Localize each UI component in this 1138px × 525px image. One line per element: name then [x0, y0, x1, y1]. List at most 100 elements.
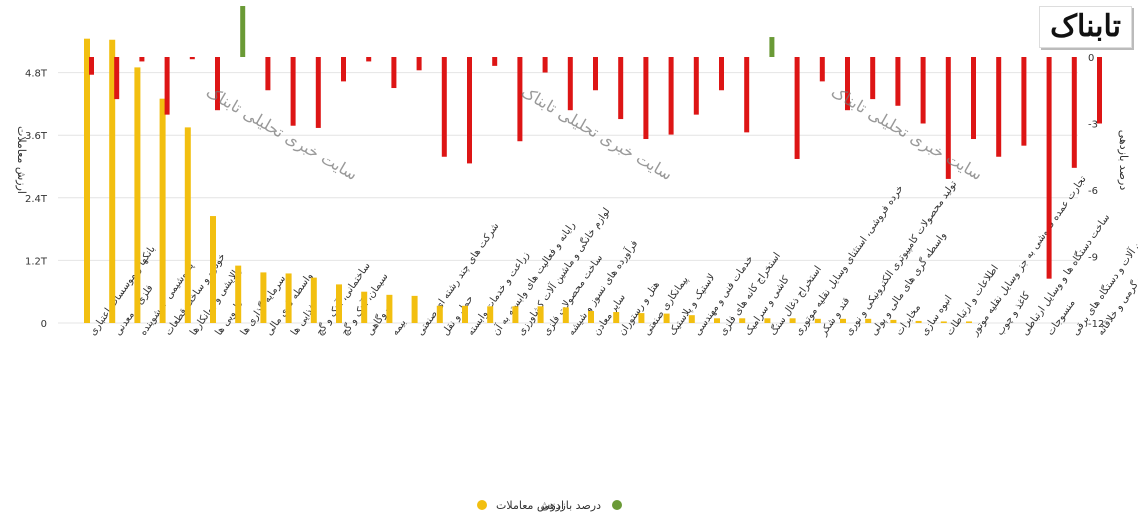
value-bar — [235, 265, 242, 323]
value-bar — [739, 318, 746, 323]
return-bar — [845, 57, 850, 111]
return-bar — [819, 57, 825, 82]
left-axis-title: ارزش معاملات — [15, 126, 28, 194]
value-bar — [159, 98, 166, 323]
return-bar — [517, 57, 523, 142]
value-bar — [310, 277, 317, 323]
return-bar — [996, 57, 1002, 157]
value-bar — [890, 319, 897, 323]
left-tick-label: 4.8T — [25, 69, 48, 80]
value-bar — [714, 318, 720, 323]
value-bar — [613, 312, 620, 323]
return-bar — [945, 57, 951, 179]
return-bar — [870, 57, 876, 100]
right-axis-title: درصد بازدهی — [1117, 130, 1130, 191]
return-bar — [920, 57, 926, 124]
left-tick-label: 2.4T — [25, 194, 48, 205]
return-bar — [416, 57, 422, 71]
return-bar — [1046, 57, 1052, 279]
value-bar — [210, 216, 216, 323]
return-bar — [1071, 57, 1077, 168]
tabnak-logo: تابناک — [1039, 6, 1132, 48]
value-bar — [411, 295, 418, 323]
left-tick-label: 3.6T — [25, 131, 48, 142]
legend-swatch-returns — [612, 500, 622, 510]
value-bar — [915, 320, 922, 323]
value-bar — [638, 313, 645, 323]
value-bar — [789, 318, 796, 323]
return-bar — [341, 57, 346, 82]
return-bar — [794, 57, 800, 159]
return-bar — [265, 57, 271, 91]
value-bar — [336, 284, 342, 323]
legend-swatch-value — [477, 500, 487, 510]
value-bar — [184, 127, 191, 323]
return-bar — [114, 57, 120, 100]
return-bar — [1021, 57, 1027, 146]
value-bar — [487, 306, 494, 323]
left-tick-label: 1.2T — [25, 256, 48, 267]
return-bar — [467, 57, 472, 164]
return-bar — [240, 6, 246, 57]
right-tick-label: -9 — [1088, 253, 1098, 264]
value-bar — [537, 306, 544, 323]
value-bar — [386, 294, 393, 323]
return-bar — [366, 57, 372, 62]
return-bar — [1097, 57, 1102, 124]
return-bar — [391, 57, 397, 89]
return-bar — [744, 57, 750, 133]
return-bar — [693, 57, 699, 115]
return-bar — [719, 57, 724, 91]
value-bar — [436, 305, 443, 323]
return-bar — [643, 57, 649, 140]
value-bar — [588, 311, 594, 323]
value-bar — [109, 39, 116, 324]
return-bar — [542, 57, 548, 73]
return-bar — [971, 57, 976, 140]
return-bar — [139, 57, 145, 62]
right-tick-label: 0 — [1088, 53, 1094, 64]
value-bar — [361, 291, 368, 323]
value-bar — [840, 318, 846, 323]
legend-label-returns: درصد بازدهی — [541, 499, 602, 512]
return-bar — [290, 57, 296, 126]
return-bar — [668, 57, 674, 135]
value-bar — [688, 315, 695, 323]
value-bar — [134, 67, 141, 323]
return-bar — [769, 37, 775, 57]
category-label: بیمه — [390, 318, 409, 338]
return-bar — [315, 57, 321, 128]
watermark: سایت خبری تحلیلی تابناک — [518, 82, 676, 185]
watermark: سایت خبری تحلیلی تابناک — [203, 82, 361, 185]
right-tick-label: -3 — [1088, 120, 1098, 131]
value-bar — [663, 313, 670, 323]
category-label: تجارت عمده فروشی به جز وسایل نقلیه موتور — [969, 174, 1089, 339]
return-bar — [89, 57, 94, 75]
return-bar — [441, 57, 447, 157]
right-tick-label: -12 — [1088, 319, 1104, 330]
return-bar — [492, 57, 498, 66]
return-bar — [895, 57, 901, 106]
return-bar — [164, 57, 170, 115]
return-bar — [189, 57, 195, 60]
value-bar — [940, 321, 947, 323]
return-bar — [567, 57, 573, 111]
watermark: سایت خبری تحلیلی تابناک — [828, 82, 986, 185]
value-bar — [966, 321, 972, 323]
value-bar — [865, 318, 872, 323]
return-bar — [593, 57, 598, 91]
value-bar — [512, 306, 519, 323]
return-bar — [618, 57, 624, 120]
return-bar — [215, 57, 220, 111]
value-bar — [285, 273, 292, 323]
value-bar — [260, 272, 267, 323]
value-bar — [562, 307, 569, 323]
right-tick-label: -6 — [1088, 186, 1098, 197]
value-bar — [814, 318, 821, 323]
legend-label-value: ارزش معاملات — [496, 499, 564, 512]
value-bar — [462, 305, 468, 323]
value-bar — [84, 38, 90, 324]
value-bar — [764, 318, 771, 323]
